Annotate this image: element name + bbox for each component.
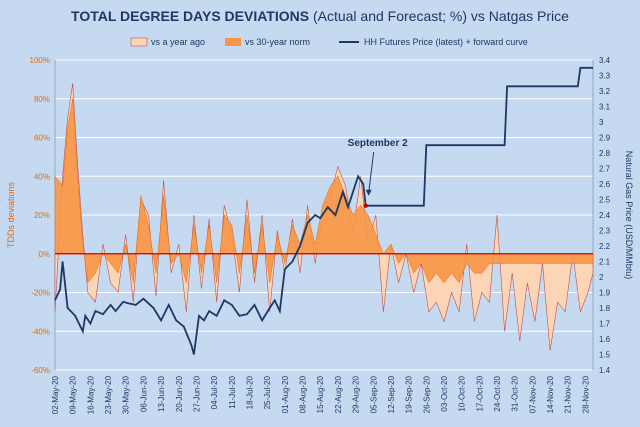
right-tick-label: 3: [599, 118, 604, 127]
x-tick-label: 12-Sep-20: [387, 375, 396, 413]
right-tick-label: 2.5: [599, 196, 611, 205]
right-tick-label: 2: [599, 273, 604, 282]
right-tick-label: 2.3: [599, 227, 611, 236]
price-line: [54, 66, 593, 355]
right-tick-label: 3.2: [599, 87, 611, 96]
x-tick-label: 07-Nov-20: [528, 375, 537, 413]
area-vs-30yr-norm: [54, 98, 594, 284]
x-tick-label: 08-Aug-20: [299, 375, 308, 413]
x-tick-label: 27-Jun-20: [192, 375, 201, 412]
left-axis-title: TDDs deviations: [6, 181, 16, 248]
left-tick-label: 80%: [34, 95, 50, 104]
left-tick-label: 100%: [30, 56, 50, 65]
annotation-marker: [363, 203, 368, 208]
right-tick-label: 1.4: [599, 366, 611, 375]
right-tick-label: 2.2: [599, 242, 611, 251]
chart-title: TOTAL DEGREE DAYS DEVIATIONS (Actual and…: [0, 8, 640, 24]
x-tick-label: 16-May-20: [86, 375, 95, 414]
left-tick-label: -40%: [31, 327, 50, 336]
left-tick-label: -60%: [31, 366, 50, 375]
left-tick-label: 40%: [34, 172, 50, 181]
x-tick-label: 10-Oct-20: [458, 375, 467, 411]
right-axis-title: Natural Gas Price (USD/MMbtu): [624, 151, 634, 280]
left-tick-label: -20%: [31, 289, 50, 298]
x-tick-label: 26-Sep-20: [422, 375, 431, 413]
right-tick-label: 3.3: [599, 72, 611, 81]
chart-title-rest: (Actual and Forecast; %) vs Natgas Price: [309, 8, 569, 24]
x-tick-label: 11-Jul-20: [228, 375, 237, 408]
right-tick-label: 1.5: [599, 351, 611, 360]
chart-title-bold: TOTAL DEGREE DAYS DEVIATIONS: [71, 8, 310, 24]
x-tick-label: 29-Aug-20: [352, 375, 361, 413]
x-tick-label: 05-Sep-20: [369, 375, 378, 413]
right-tick-label: 2.4: [599, 211, 611, 220]
x-tick-label: 01-Aug-20: [281, 375, 290, 413]
x-tick-label: 15-Aug-20: [316, 375, 325, 413]
annotation-arrowhead: [365, 189, 372, 196]
x-tick-label: 24-Oct-20: [493, 375, 502, 411]
x-tick-label: 20-Jun-20: [175, 375, 184, 412]
x-tick-label: 03-Oct-20: [440, 375, 449, 411]
annotation-arrow: [368, 151, 375, 193]
right-tick-label: 2.6: [599, 180, 611, 189]
right-tick-label: 1.8: [599, 304, 611, 313]
x-tick-label: 31-Oct-20: [511, 375, 520, 411]
annotation-label: September 2: [348, 138, 408, 149]
x-tick-label: 22-Aug-20: [334, 375, 343, 413]
right-tick-label: 3.4: [599, 56, 611, 65]
right-tick-label: 1.6: [599, 335, 611, 344]
right-tick-label: 3.1: [599, 103, 611, 112]
right-tick-label: 1.7: [599, 320, 611, 329]
x-tick-label: 09-May-20: [69, 375, 78, 414]
left-tick-label: 0%: [38, 250, 50, 259]
right-tick-label: 2.1: [599, 258, 611, 267]
right-tick-label: 2.8: [599, 149, 611, 158]
x-tick-label: 30-May-20: [122, 375, 131, 414]
legend-label-vs-30yr-norm: vs 30-year norm: [245, 37, 310, 47]
x-tick-label: 18-Jul-20: [246, 375, 255, 409]
right-tick-label: 1.9: [599, 289, 611, 298]
x-tick-label: 02-May-20: [51, 375, 60, 414]
legend-swatch-vs-year-ago: [130, 37, 148, 47]
x-tick-label: 13-Jun-20: [157, 375, 166, 412]
x-tick-label: 17-Oct-20: [475, 375, 484, 411]
legend-label-vs-year-ago: vs a year ago: [151, 37, 205, 47]
x-tick-label: 04-Jul-20: [210, 375, 219, 409]
x-tick-label: 19-Sep-20: [405, 375, 414, 413]
x-tick-label: 25-Jul-20: [263, 375, 272, 409]
left-tick-label: 60%: [34, 134, 50, 143]
x-tick-label: 23-May-20: [104, 375, 113, 414]
left-tick-label: 20%: [34, 211, 50, 220]
right-tick-label: 2.9: [599, 134, 611, 143]
legend-label-price: HH Futures Price (latest) + forward curv…: [364, 37, 528, 47]
legend-swatch-vs-30yr-norm: [225, 38, 241, 46]
x-tick-label: 14-Nov-20: [546, 375, 555, 413]
x-tick-label: 06-Jun-20: [139, 375, 148, 412]
right-tick-label: 2.7: [599, 165, 611, 174]
x-tick-label: 28-Nov-20: [581, 375, 590, 413]
x-tick-label: 21-Nov-20: [564, 375, 573, 413]
